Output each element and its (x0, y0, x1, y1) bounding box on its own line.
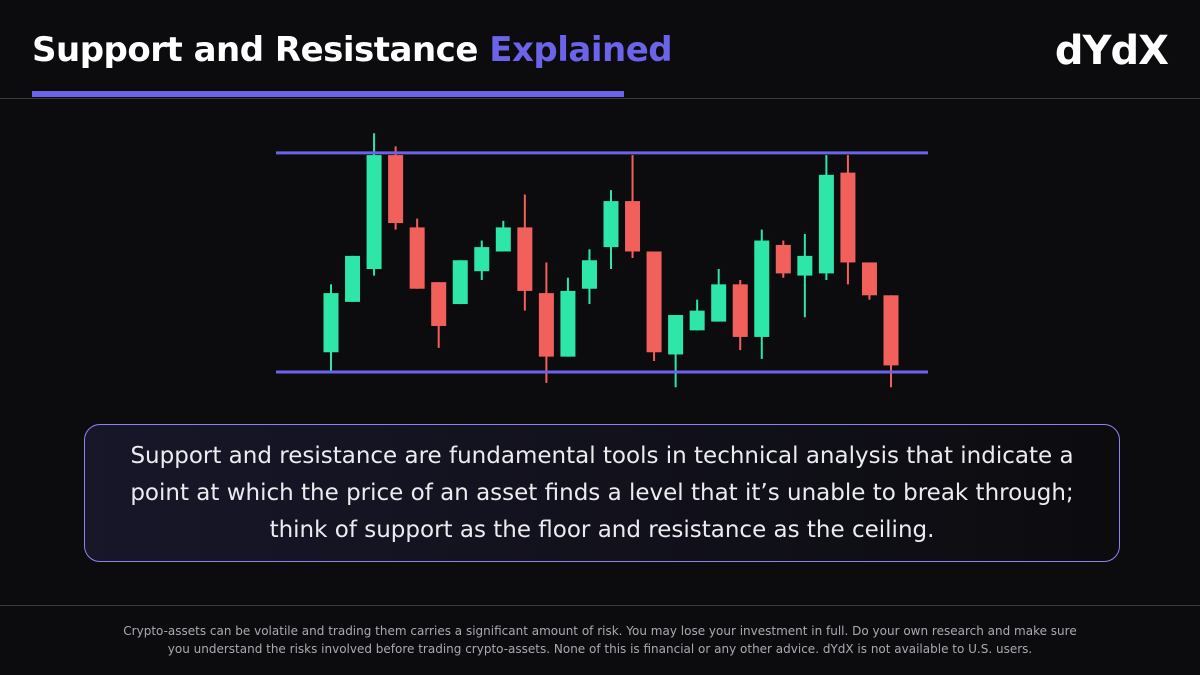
disclaimer: Crypto-assets can be volatile and tradin… (0, 622, 1200, 658)
candle-body (775, 244, 791, 274)
candle-body (323, 293, 339, 353)
logo: dYdX (1054, 28, 1169, 74)
candle-body (797, 255, 813, 276)
candle-body (625, 201, 641, 252)
candle-body (517, 227, 533, 291)
candle-body (474, 247, 490, 272)
candle-body (754, 240, 770, 337)
candle-body (840, 172, 856, 263)
description: Support and resistance are fundamental t… (130, 442, 1074, 543)
title-underline (32, 91, 624, 97)
candle-body (646, 251, 662, 353)
candle-body (345, 255, 361, 302)
candle-body (668, 315, 684, 355)
candle-body (366, 155, 382, 270)
candle-body (388, 155, 404, 224)
candle-body (711, 284, 727, 322)
candle-body (431, 282, 447, 326)
candle-body (689, 310, 705, 331)
divider (0, 98, 1200, 99)
candle-body (560, 290, 576, 357)
candle-body (883, 295, 899, 366)
candle-body (409, 227, 425, 289)
candle-body (495, 227, 511, 252)
candle-body (452, 260, 468, 305)
disclaimer-line: you understand the risks involved before… (167, 642, 1033, 656)
candle-body (603, 201, 619, 248)
candle-body (732, 284, 748, 337)
chart (276, 133, 928, 388)
divider (0, 605, 1200, 606)
candle-body (818, 174, 834, 274)
title: Support and Resistance Explained (32, 30, 673, 70)
candle-body (861, 262, 877, 296)
disclaimer-line: Crypto-assets can be volatile and tradin… (123, 624, 1077, 638)
title-text: Support and Resistance (32, 30, 478, 70)
description-box: Support and resistance are fundamental t… (84, 424, 1120, 562)
candle-body (538, 293, 554, 357)
title-highlight: Explained (489, 30, 673, 70)
candle-body (581, 260, 597, 289)
